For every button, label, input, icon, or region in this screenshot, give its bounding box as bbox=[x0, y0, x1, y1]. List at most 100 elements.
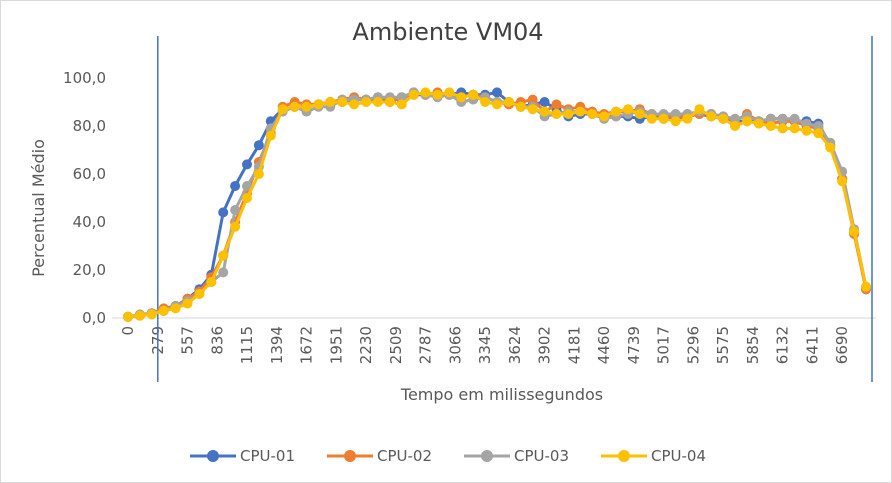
data-point bbox=[742, 116, 752, 127]
data-point bbox=[218, 267, 229, 278]
data-point bbox=[789, 123, 800, 134]
x-tick-label: 3902 bbox=[536, 326, 554, 364]
legend: CPU-01 CPU-02 CPU-03 CPU-04 bbox=[190, 447, 706, 465]
data-point bbox=[420, 87, 431, 98]
x-tick-label: 5854 bbox=[744, 326, 762, 364]
x-tick-label: 1394 bbox=[268, 326, 286, 364]
data-point bbox=[539, 97, 550, 107]
data-point bbox=[325, 97, 336, 107]
y-tick-label: 80,0 bbox=[73, 117, 106, 135]
data-point bbox=[242, 159, 252, 170]
data-point bbox=[730, 121, 740, 131]
legend-label: CPU-03 bbox=[514, 447, 569, 465]
data-point bbox=[503, 97, 514, 107]
data-point bbox=[158, 305, 169, 316]
data-point bbox=[527, 94, 538, 105]
x-tick-label: 3624 bbox=[506, 326, 524, 364]
x-tick-label: 557 bbox=[178, 326, 196, 355]
data-point bbox=[134, 310, 145, 321]
data-point bbox=[599, 111, 610, 122]
series-cpu-04 bbox=[123, 87, 871, 322]
data-point bbox=[551, 109, 562, 119]
data-point bbox=[242, 193, 252, 203]
x-tick-label: 2509 bbox=[387, 326, 405, 364]
data-point bbox=[813, 128, 824, 139]
x-tick-label: 6411 bbox=[803, 326, 821, 364]
data-point bbox=[765, 121, 776, 131]
data-point bbox=[182, 298, 193, 309]
data-point bbox=[694, 104, 705, 115]
data-point bbox=[551, 99, 562, 110]
data-point bbox=[813, 121, 824, 131]
data-point bbox=[230, 221, 241, 232]
data-point bbox=[301, 101, 312, 112]
data-point bbox=[492, 87, 502, 98]
x-tick-label: 6690 bbox=[833, 326, 851, 364]
x-tick-label: 5017 bbox=[655, 326, 673, 364]
data-point bbox=[230, 205, 241, 215]
x-axis-label: Tempo em milissegundos bbox=[400, 385, 603, 404]
data-point bbox=[253, 169, 264, 179]
legend-item: CPU-03 bbox=[464, 447, 569, 465]
legend-swatch-marker bbox=[618, 450, 630, 462]
data-point bbox=[146, 309, 157, 320]
data-point bbox=[777, 123, 788, 134]
data-point bbox=[515, 101, 526, 112]
data-point bbox=[575, 106, 586, 117]
data-point bbox=[432, 89, 443, 100]
y-tick-label: 100,0 bbox=[63, 69, 106, 87]
legend-label: CPU-04 bbox=[651, 447, 706, 465]
data-point bbox=[527, 104, 538, 115]
data-point bbox=[634, 109, 645, 119]
data-point bbox=[789, 113, 800, 124]
data-point bbox=[837, 176, 848, 187]
legend-swatch-marker bbox=[481, 450, 493, 462]
x-tick-label: 836 bbox=[208, 326, 226, 355]
legend-item: CPU-01 bbox=[190, 447, 295, 465]
data-point bbox=[372, 97, 383, 107]
x-tick-label: 3345 bbox=[476, 326, 494, 364]
data-point bbox=[349, 99, 360, 110]
x-tick-label: 4460 bbox=[595, 326, 613, 364]
data-point bbox=[730, 113, 740, 124]
y-axis-label: Percentual Médio bbox=[29, 139, 48, 277]
data-point bbox=[801, 125, 812, 136]
data-point bbox=[587, 109, 598, 119]
data-point bbox=[230, 181, 241, 191]
legend-item: CPU-04 bbox=[601, 447, 706, 465]
chart-title: Ambiente VM04 bbox=[352, 18, 543, 46]
data-point bbox=[646, 113, 657, 124]
y-tick-label: 40,0 bbox=[73, 213, 106, 231]
data-point bbox=[218, 250, 229, 261]
data-point bbox=[456, 92, 467, 103]
data-point bbox=[623, 104, 633, 115]
x-tick-label: 1672 bbox=[298, 326, 316, 364]
legend-label: CPU-01 bbox=[240, 447, 295, 465]
x-axis-ticks: 0 279 557 836 1115 1394 1672 1951 2230 2509 2787 30… bbox=[119, 326, 851, 364]
x-tick-label: 1951 bbox=[327, 326, 345, 364]
data-point bbox=[765, 113, 776, 124]
data-point bbox=[480, 97, 491, 107]
data-point bbox=[682, 113, 693, 124]
data-point bbox=[539, 106, 550, 117]
data-point bbox=[611, 106, 621, 117]
x-tick-label: 2787 bbox=[417, 326, 435, 364]
y-tick-label: 0,0 bbox=[82, 309, 106, 327]
legend-swatch-marker bbox=[344, 450, 356, 462]
data-point bbox=[218, 207, 229, 218]
data-point bbox=[384, 97, 395, 107]
reference-lines bbox=[157, 36, 873, 382]
data-point bbox=[265, 130, 276, 141]
data-point bbox=[753, 118, 764, 129]
data-point bbox=[861, 281, 871, 292]
data-point bbox=[706, 111, 717, 122]
x-tick-label: 4181 bbox=[565, 326, 583, 364]
data-point bbox=[408, 89, 419, 100]
y-tick-label: 60,0 bbox=[73, 165, 106, 183]
x-tick-label: 4739 bbox=[625, 326, 643, 364]
data-point bbox=[670, 116, 681, 127]
data-point bbox=[289, 101, 300, 112]
legend-swatch-marker bbox=[207, 450, 219, 462]
